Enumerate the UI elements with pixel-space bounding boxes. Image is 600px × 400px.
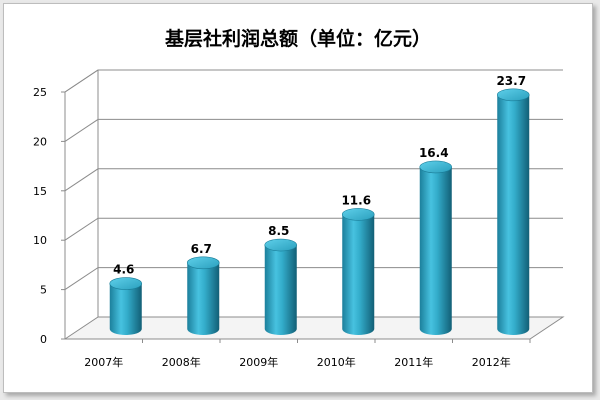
- data-label: 4.6: [113, 263, 134, 277]
- bar-top: [109, 277, 143, 290]
- x-tick-label: 2012年: [472, 355, 511, 369]
- bar-body: [342, 214, 375, 335]
- bar-top: [264, 238, 298, 252]
- x-tick-label: 2009年: [239, 355, 278, 369]
- y-axis-depth: [64, 69, 99, 93]
- bar-top: [419, 160, 453, 174]
- bar-body: [497, 94, 530, 336]
- bar: [341, 208, 375, 335]
- x-tick-label: 2007年: [84, 355, 123, 369]
- bar-top: [496, 88, 530, 102]
- bar-body: [187, 262, 220, 335]
- axes: [61, 69, 531, 343]
- bar: [264, 238, 298, 335]
- data-label: 11.6: [341, 193, 371, 207]
- y-tick-label: 10: [33, 234, 47, 247]
- bar-body: [264, 245, 297, 335]
- y-tick-label: 0: [40, 333, 47, 346]
- labels: 0 5 10 15 20 25 4.6 2007年 6.7 2008年 8.5 2009年 11.6 20…: [33, 74, 526, 369]
- data-label: 8.5: [268, 224, 289, 238]
- data-label: 23.7: [496, 74, 526, 88]
- y-tick-label: 15: [33, 185, 47, 198]
- chart-frame: 基层社利润总额（单位：亿元） 0 5 10 15 20 25 4.6 2007年 6.7 2008…: [3, 3, 593, 393]
- y-tick-label: 20: [33, 135, 47, 148]
- bar-chart: 0 5 10 15 20 25 4.6 2007年 6.7 2008年 8.5 2009年 11.6 20…: [33, 69, 565, 369]
- x-tick-label: 2011年: [394, 355, 433, 369]
- bar: [419, 160, 453, 335]
- x-tick-label: 2008年: [162, 355, 201, 369]
- bar-body: [419, 166, 452, 335]
- data-label: 6.7: [191, 242, 212, 256]
- x-tick-label: 2010年: [317, 355, 356, 369]
- bar-top: [186, 256, 220, 270]
- y-tick-label: 5: [40, 284, 47, 297]
- y-tick-label: 25: [33, 86, 47, 99]
- bar-top: [341, 208, 375, 221]
- bars: [109, 88, 530, 336]
- bar: [109, 277, 143, 335]
- data-label: 16.4: [419, 146, 449, 160]
- bar: [496, 88, 530, 336]
- bar-body: [109, 283, 142, 335]
- back-wall: [98, 70, 563, 317]
- chart-title: 基层社利润总额（单位：亿元）: [164, 28, 431, 50]
- bar: [186, 256, 220, 335]
